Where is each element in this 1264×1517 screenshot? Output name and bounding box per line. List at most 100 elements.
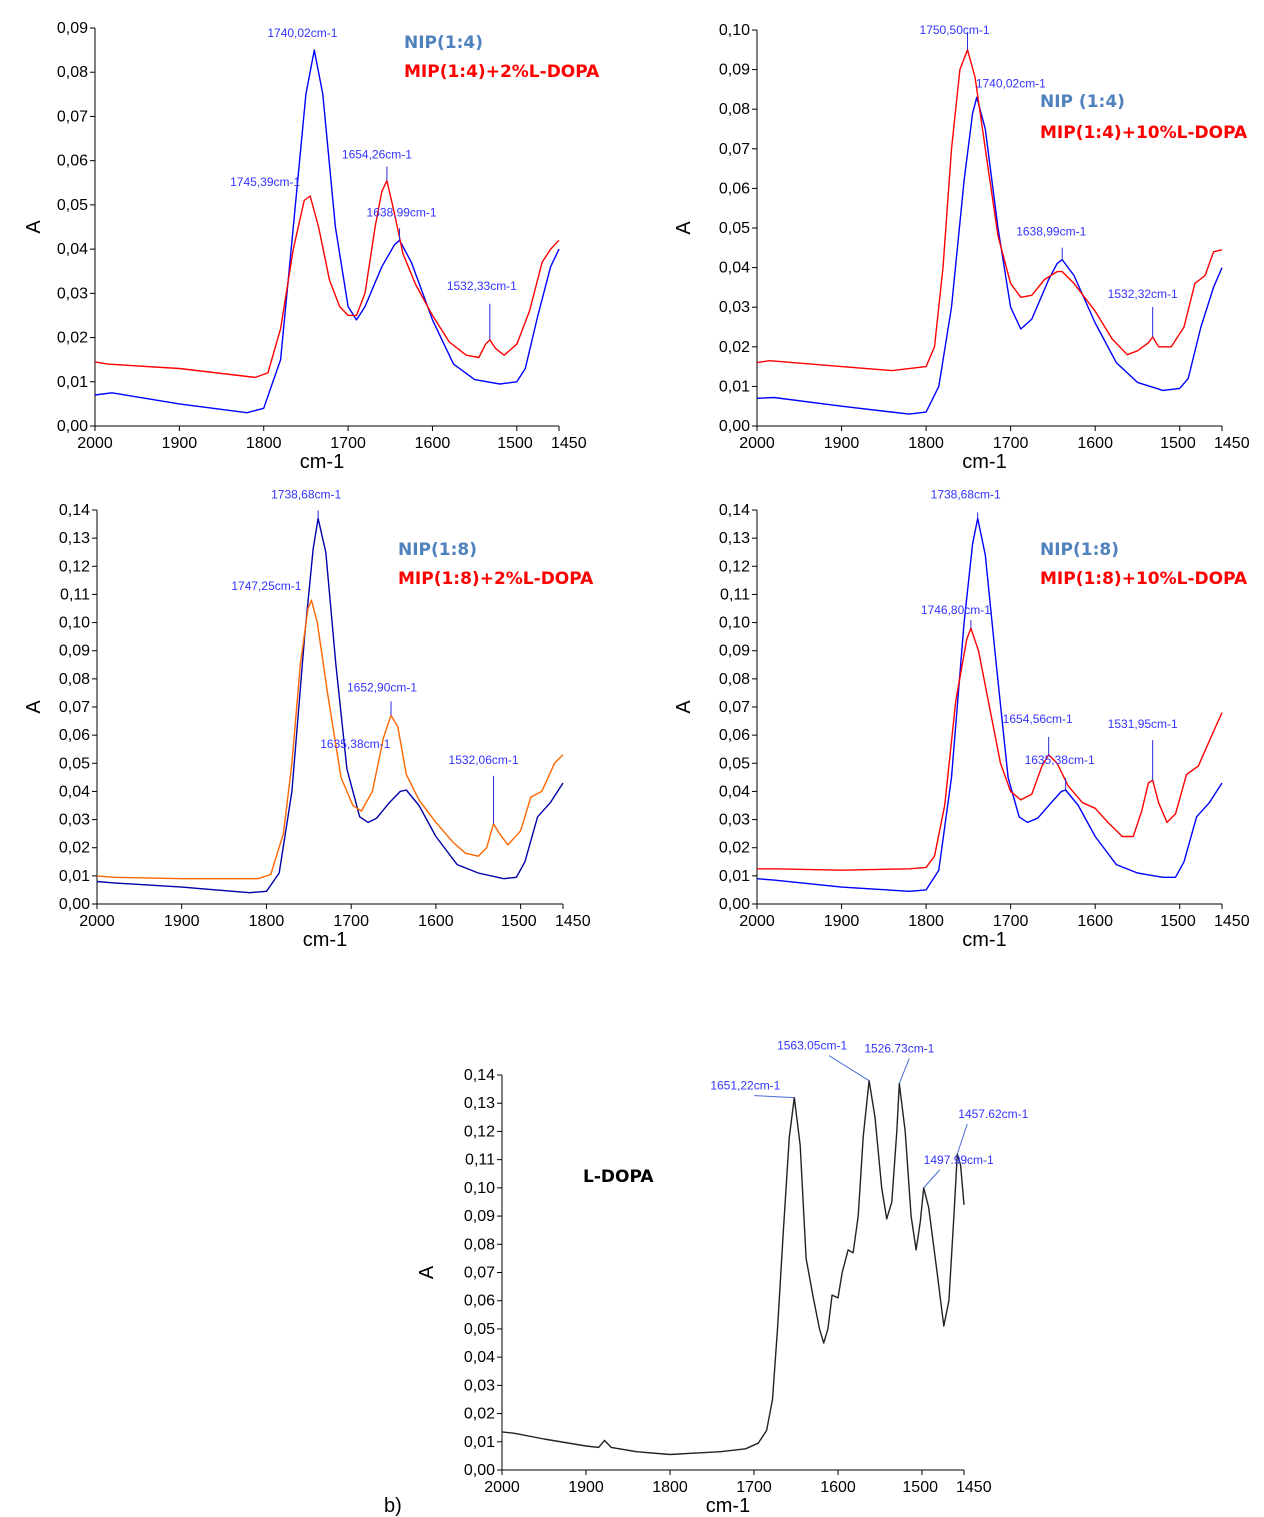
y-axis-label: A xyxy=(416,1265,438,1279)
x-tick-label: 1900 xyxy=(568,1479,604,1496)
peak-leader xyxy=(898,1058,910,1084)
legend-entry: NIP(1:8) xyxy=(1040,540,1119,560)
x-tick-label: 2000 xyxy=(484,1479,520,1496)
peak-label: 1638,99cm-1 xyxy=(367,205,437,219)
series-line-1 xyxy=(756,49,1223,372)
legend-entry: MIP(1:8)+10%L-DOPA xyxy=(1040,569,1248,589)
x-tick-label: 1900 xyxy=(824,435,860,452)
y-tick-label: 0,08 xyxy=(59,671,90,688)
y-tick-label: 0,07 xyxy=(59,699,90,716)
y-tick-label: 0,03 xyxy=(57,285,88,302)
y-tick-label: 0,14 xyxy=(59,502,90,519)
peak-leader xyxy=(828,1055,870,1082)
y-tick-label: 0,04 xyxy=(719,260,750,277)
y-tick-label: 0,04 xyxy=(719,783,750,800)
x-tick-label: 1600 xyxy=(415,435,451,452)
y-tick-label: 0,05 xyxy=(719,220,750,237)
y-tick-label: 0,00 xyxy=(719,896,750,913)
peak-label: 1738,68cm-1 xyxy=(931,487,1001,501)
y-tick-label: 0,04 xyxy=(57,241,88,258)
y-tick-label: 0,05 xyxy=(59,755,90,772)
legend-entry: MIP(1:8)+2%L-DOPA xyxy=(398,569,594,589)
legend-entry: NIP(1:4) xyxy=(404,33,483,53)
x-tick-label: 2000 xyxy=(79,913,115,930)
x-tick-label: 2000 xyxy=(739,913,775,930)
y-tick-label: 0,08 xyxy=(57,64,88,81)
chart-panel-top-left: 0,00 0,01 0,02 0,03 0,04 0,05 0,06 0,07 0,08 0,09… xyxy=(23,20,600,473)
peak-label: 1750,50cm-1 xyxy=(920,23,990,37)
series-line-0 xyxy=(96,517,564,894)
x-tick-label: 1700 xyxy=(736,1479,772,1496)
y-tick-label: 0,02 xyxy=(59,840,90,857)
y-tick-label: 0,02 xyxy=(719,840,750,857)
peak-label: 1654,56cm-1 xyxy=(1003,712,1073,726)
y-tick-label: 0,06 xyxy=(57,153,88,170)
x-tick-label: 1800 xyxy=(249,913,285,930)
x-tick-label: 1900 xyxy=(824,913,860,930)
y-tick-label: 0,11 xyxy=(465,1152,495,1169)
y-axis-label: A xyxy=(673,700,695,714)
x-tick-label: 1450 xyxy=(551,435,587,452)
x-tick-label: 1800 xyxy=(652,1479,688,1496)
peak-label: 1654,26cm-1 xyxy=(342,148,412,162)
x-tick-label: 1700 xyxy=(993,435,1029,452)
y-tick-label: 0,06 xyxy=(59,727,90,744)
legend-entry: NIP(1:8) xyxy=(398,540,477,560)
x-tick-label: 1600 xyxy=(820,1479,856,1496)
y-tick-label: 0,10 xyxy=(719,22,750,39)
peak-label: 1532,06cm-1 xyxy=(449,753,519,767)
peak-label: 1740,02cm-1 xyxy=(267,26,337,40)
peak-label: 1531,95cm-1 xyxy=(1108,717,1178,731)
x-tick-label: 1800 xyxy=(908,913,944,930)
x-tick-label: 1800 xyxy=(908,435,944,452)
figure-label: b) xyxy=(384,1495,402,1517)
y-tick-label: 0,01 xyxy=(719,868,750,885)
y-tick-label: 0,03 xyxy=(719,812,750,829)
x-tick-label: 1500 xyxy=(902,1479,938,1496)
y-axis-label: A xyxy=(23,220,45,234)
series-line-0 xyxy=(756,517,1223,892)
peak-label: 1532,32cm-1 xyxy=(1108,287,1178,301)
y-tick-label: 0,11 xyxy=(720,586,750,603)
x-axis-label: cm-1 xyxy=(303,929,347,951)
x-axis-label: cm-1 xyxy=(962,929,1006,951)
x-tick-label: 2000 xyxy=(739,435,775,452)
y-tick-label: 0,08 xyxy=(719,101,750,118)
y-tick-label: 0,00 xyxy=(59,896,90,913)
y-tick-label: 0,00 xyxy=(57,418,88,435)
x-tick-label: 1900 xyxy=(162,435,198,452)
y-tick-label: 0,01 xyxy=(59,868,90,885)
series-line-1 xyxy=(96,599,564,880)
peak-leader xyxy=(956,1123,968,1155)
y-tick-label: 0,07 xyxy=(57,108,88,125)
y-axis-label: A xyxy=(23,700,45,714)
y-tick-label: 0,05 xyxy=(57,197,88,214)
peak-label: 1526.73cm-1 xyxy=(864,1041,934,1055)
x-tick-label: 1450 xyxy=(1214,913,1250,930)
y-tick-label: 0,12 xyxy=(464,1123,495,1140)
y-tick-label: 0,13 xyxy=(59,530,90,547)
y-tick-label: 0,09 xyxy=(59,643,90,660)
x-tick-label: 1500 xyxy=(1160,913,1196,930)
x-tick-label: 1500 xyxy=(501,913,537,930)
y-tick-label: 0,00 xyxy=(464,1462,495,1479)
y-tick-label: 0,03 xyxy=(464,1377,495,1394)
y-tick-label: 0,03 xyxy=(719,299,750,316)
peak-label: 1740,02cm-1 xyxy=(976,76,1046,90)
x-tick-label: 1450 xyxy=(1214,435,1250,452)
x-tick-label: 1450 xyxy=(956,1479,992,1496)
y-tick-label: 0,09 xyxy=(464,1208,495,1225)
x-tick-label: 1500 xyxy=(497,435,533,452)
peak-label: 1745,39cm-1 xyxy=(230,175,300,189)
series-line-0 xyxy=(756,96,1223,415)
chart-panel-top-right: 0,00 0,01 0,02 0,03 0,04 0,05 0,06 0,07 0,08 0,09… xyxy=(673,22,1250,473)
y-tick-label: 0,12 xyxy=(719,558,750,575)
peak-label: 1746,80cm-1 xyxy=(921,603,991,617)
peak-label: 1652,90cm-1 xyxy=(347,680,417,694)
y-tick-label: 0,02 xyxy=(464,1406,495,1423)
chart-panel-bottom: 0,00 0,01 0,02 0,03 0,04 0,05 0,06 0,07 0,08 0,09… xyxy=(416,1039,1029,1517)
y-tick-label: 0,14 xyxy=(719,502,750,519)
peak-label: 1738,68cm-1 xyxy=(271,487,341,501)
y-tick-label: 0,11 xyxy=(60,586,90,603)
y-tick-label: 0,05 xyxy=(719,755,750,772)
